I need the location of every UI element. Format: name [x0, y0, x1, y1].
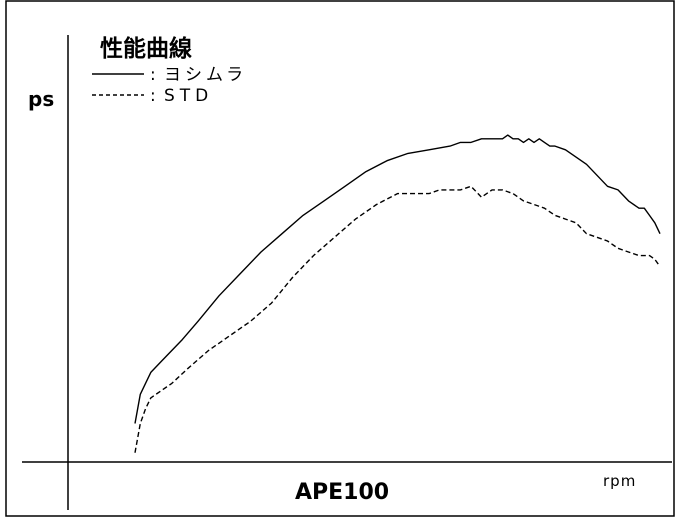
- series-layer: [134, 134, 661, 453]
- legend-solid-label: ヨシムラ: [164, 65, 247, 85]
- series-line-std: [134, 185, 661, 453]
- legend-dashed-colon: :: [150, 86, 156, 106]
- chart-title: 性能曲線: [100, 35, 192, 62]
- legend-solid-colon: :: [150, 65, 156, 85]
- chart-border: [5, 0, 675, 517]
- series-line-yoshimura: [134, 134, 661, 424]
- y-axis-label: ps: [28, 87, 54, 111]
- legend-dashed-label: STD: [164, 86, 213, 106]
- x-axis-label: rpm: [603, 472, 636, 490]
- model-label: APE100: [295, 480, 389, 505]
